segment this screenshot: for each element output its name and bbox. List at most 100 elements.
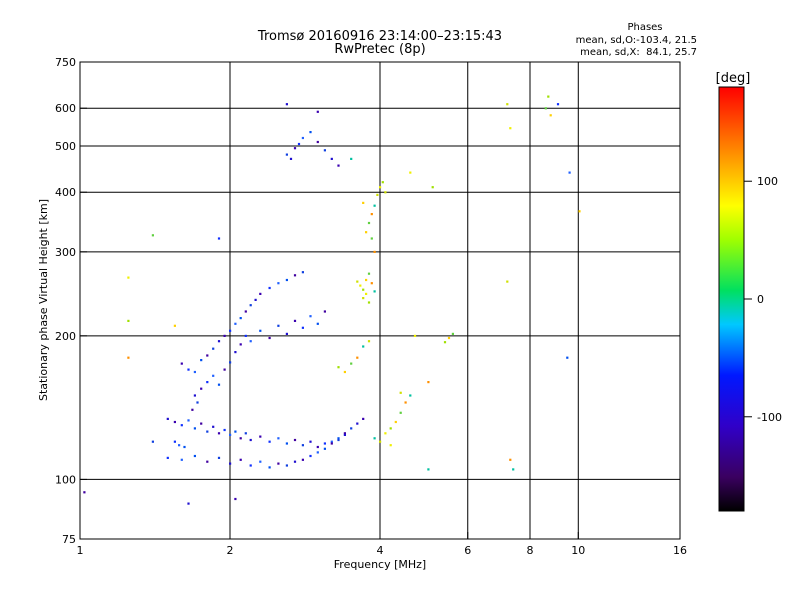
data-point-o bbox=[285, 153, 288, 156]
data-point-x bbox=[443, 341, 447, 344]
data-point-o bbox=[268, 336, 271, 340]
data-point-o bbox=[193, 370, 196, 374]
data-point-o bbox=[277, 324, 280, 327]
data-point-o bbox=[356, 422, 359, 425]
data-point-x bbox=[373, 437, 376, 440]
data-point-o bbox=[212, 425, 215, 428]
data-point-x bbox=[127, 356, 130, 359]
x-tick-label: 8 bbox=[527, 544, 534, 557]
data-point-o bbox=[217, 383, 221, 386]
data-point-o bbox=[330, 157, 333, 160]
data-point-x bbox=[367, 221, 371, 225]
data-point-x bbox=[547, 95, 550, 98]
data-point-o bbox=[249, 340, 252, 343]
data-point-o bbox=[234, 497, 237, 501]
y-tick-label: 200 bbox=[55, 330, 76, 343]
data-point-o bbox=[217, 456, 221, 459]
data-point-o bbox=[229, 329, 232, 332]
data-point-x bbox=[365, 278, 368, 282]
data-point-o bbox=[330, 442, 333, 445]
x-tick-label: 2 bbox=[227, 544, 234, 557]
data-point-o bbox=[254, 298, 257, 301]
data-point-x bbox=[509, 127, 512, 130]
data-point-x bbox=[404, 401, 407, 404]
data-point-o bbox=[187, 368, 190, 371]
y-tick-label: 500 bbox=[55, 140, 76, 153]
data-point-x bbox=[350, 157, 353, 160]
stats-line-x: mean, sd,X: 84.1, 25.7 bbox=[580, 47, 697, 58]
data-point-o bbox=[259, 292, 262, 295]
data-point-o bbox=[323, 442, 326, 445]
data-point-o bbox=[244, 334, 247, 337]
data-point-o bbox=[259, 460, 262, 463]
data-point-o bbox=[206, 381, 209, 384]
data-point-o bbox=[212, 347, 215, 350]
data-point-o bbox=[556, 103, 560, 106]
data-point-o bbox=[200, 387, 203, 390]
data-point-o bbox=[234, 351, 237, 354]
chart-subtitle: RwPretec (8p) bbox=[334, 42, 425, 57]
y-tick-label: 750 bbox=[55, 56, 76, 69]
data-point-x bbox=[578, 210, 581, 213]
data-point-o bbox=[173, 420, 176, 424]
data-point-o bbox=[234, 430, 237, 433]
data-point-o bbox=[180, 424, 183, 427]
data-point-x bbox=[549, 114, 552, 117]
data-point-o bbox=[301, 326, 304, 329]
colorbar-tick-label: 0 bbox=[757, 293, 764, 306]
data-point-o bbox=[223, 368, 226, 371]
data-point-o bbox=[293, 438, 297, 442]
data-point-x bbox=[431, 186, 434, 189]
data-point-x bbox=[394, 420, 397, 424]
data-point-o bbox=[193, 454, 196, 458]
data-point-o bbox=[297, 142, 301, 146]
data-point-o bbox=[268, 466, 271, 469]
data-point-o bbox=[289, 157, 293, 160]
data-point-x bbox=[379, 186, 382, 189]
data-point-o bbox=[180, 362, 183, 365]
data-point-o bbox=[301, 136, 304, 140]
data-point-o bbox=[244, 432, 247, 435]
data-point-o bbox=[217, 432, 221, 435]
x-axis-label: Frequency [MHz] bbox=[334, 558, 426, 571]
data-point-o bbox=[285, 464, 288, 467]
data-point-x bbox=[356, 356, 359, 359]
data-point-x bbox=[365, 292, 368, 295]
data-point-x bbox=[362, 201, 365, 204]
data-point-o bbox=[293, 147, 297, 150]
data-point-o bbox=[234, 322, 237, 325]
data-point-x bbox=[151, 234, 154, 237]
data-point-x bbox=[427, 468, 430, 471]
data-point-o bbox=[285, 278, 288, 282]
x-tick-label: 1 bbox=[77, 544, 84, 557]
data-point-x bbox=[512, 468, 515, 471]
data-point-x bbox=[367, 301, 371, 304]
data-point-o bbox=[309, 454, 312, 458]
data-point-x bbox=[362, 345, 365, 348]
colorbar-label: [deg] bbox=[716, 71, 751, 86]
data-point-x bbox=[370, 282, 373, 285]
data-point-o bbox=[166, 456, 169, 459]
data-point-o bbox=[229, 361, 232, 364]
data-point-o bbox=[200, 359, 203, 362]
data-point-x bbox=[427, 381, 430, 384]
data-point-x bbox=[362, 297, 365, 300]
data-point-x bbox=[399, 391, 402, 394]
data-point-x bbox=[413, 334, 417, 337]
data-point-o bbox=[362, 417, 365, 420]
data-point-o bbox=[316, 451, 319, 454]
data-point-o bbox=[206, 460, 209, 463]
data-point-x bbox=[373, 290, 376, 293]
grid-lines bbox=[80, 62, 680, 539]
stats-line-o: mean, sd,O:-103.4, 21.5 bbox=[576, 35, 697, 46]
data-point-o bbox=[316, 322, 319, 325]
data-point-o bbox=[229, 433, 232, 436]
data-point-o bbox=[191, 408, 194, 411]
data-point-o bbox=[244, 310, 247, 313]
y-tick-label: 100 bbox=[55, 473, 76, 486]
data-point-o bbox=[277, 462, 280, 465]
data-point-x bbox=[373, 204, 376, 207]
data-point-o bbox=[200, 422, 203, 425]
data-point-o bbox=[323, 447, 326, 450]
data-point-o bbox=[566, 356, 569, 359]
